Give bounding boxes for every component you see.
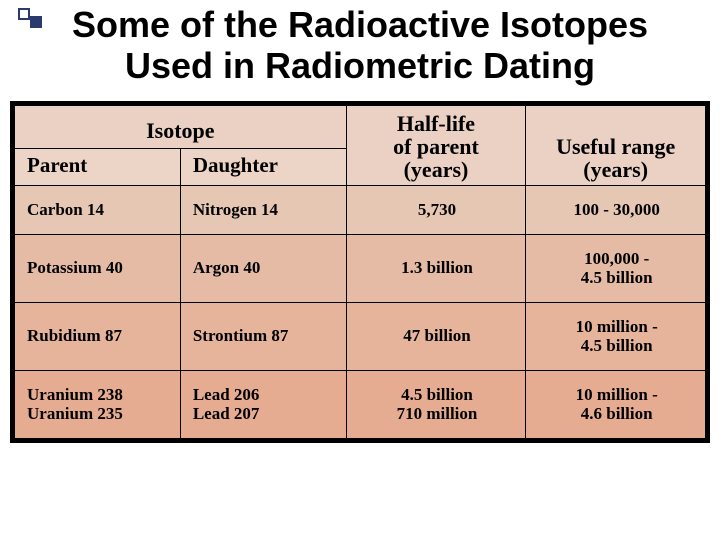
bullet-square-filled: [30, 16, 42, 28]
isotope-table: Isotope Half-lifeof parent(years) Useful…: [14, 105, 706, 439]
cell-range: 10 million -4.5 billion: [526, 302, 706, 370]
slide-bullet-decoration: [18, 8, 44, 30]
cell-halflife: 47 billion: [346, 302, 526, 370]
cell-parent: Potassium 40: [15, 234, 181, 302]
cell-parent: Uranium 238Uranium 235: [15, 370, 181, 438]
header-parent: Parent: [15, 148, 181, 185]
isotope-table-container: Isotope Half-lifeof parent(years) Useful…: [10, 101, 710, 443]
cell-daughter: Nitrogen 14: [180, 186, 346, 235]
cell-daughter: Argon 40: [180, 234, 346, 302]
cell-halflife: 4.5 billion710 million: [346, 370, 526, 438]
table-row: Rubidium 87 Strontium 87 47 billion 10 m…: [15, 302, 706, 370]
header-isotope: Isotope: [15, 105, 347, 148]
page-title: Some of the Radioactive Isotopes Used in…: [0, 0, 720, 101]
cell-range: 100,000 -4.5 billion: [526, 234, 706, 302]
cell-halflife: 5,730: [346, 186, 526, 235]
cell-parent: Rubidium 87: [15, 302, 181, 370]
header-range: Useful range(years): [526, 105, 706, 185]
table-row: Carbon 14 Nitrogen 14 5,730 100 - 30,000: [15, 186, 706, 235]
cell-daughter: Strontium 87: [180, 302, 346, 370]
table-header-row-1: Isotope Half-lifeof parent(years) Useful…: [15, 105, 706, 148]
table-row: Potassium 40 Argon 40 1.3 billion 100,00…: [15, 234, 706, 302]
cell-daughter: Lead 206Lead 207: [180, 370, 346, 438]
cell-range: 100 - 30,000: [526, 186, 706, 235]
bullet-square: [18, 8, 30, 20]
cell-parent: Carbon 14: [15, 186, 181, 235]
header-daughter: Daughter: [180, 148, 346, 185]
table-row: Uranium 238Uranium 235 Lead 206Lead 207 …: [15, 370, 706, 438]
cell-range: 10 million -4.6 billion: [526, 370, 706, 438]
header-halflife: Half-lifeof parent(years): [346, 105, 526, 185]
cell-halflife: 1.3 billion: [346, 234, 526, 302]
